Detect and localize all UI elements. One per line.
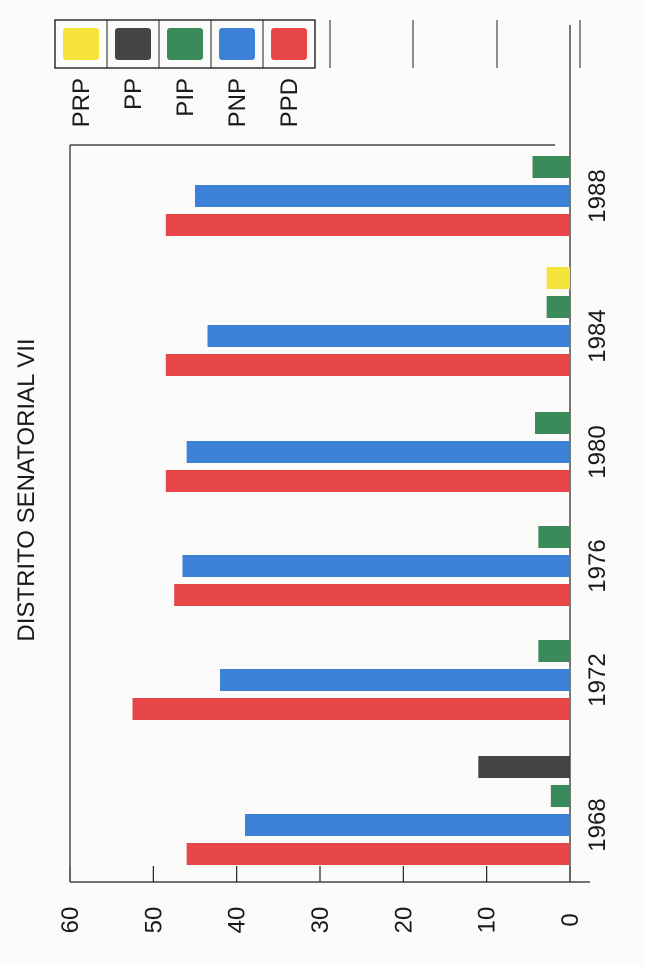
- bar-pnp-1984: [207, 325, 570, 347]
- legend-label-pp: PP: [120, 78, 147, 110]
- bar-pnp-1968: [245, 814, 570, 836]
- bar-pip-1972: [538, 640, 570, 662]
- bar-prp-1984: [546, 267, 570, 289]
- bar-ppd-1988: [165, 214, 571, 236]
- bar-ppd-1968: [186, 843, 570, 865]
- bar-pip-1980: [535, 412, 570, 434]
- category-label: 1972: [584, 653, 611, 706]
- category-label: 1988: [584, 169, 611, 222]
- value-tick-label: 40: [224, 907, 251, 934]
- bar-pnp-1972: [220, 669, 570, 691]
- bar-pip-1976: [538, 526, 570, 548]
- legend-box: [54, 19, 316, 69]
- legend-label-pip: PIP: [172, 78, 199, 117]
- bar-pnp-1976: [182, 555, 570, 577]
- value-tick-label: 20: [390, 907, 417, 934]
- bar-pip-1968: [550, 785, 570, 807]
- category-label: 1968: [584, 798, 611, 851]
- value-tick-label: 10: [474, 907, 501, 934]
- bar-ppd-1980: [165, 470, 571, 492]
- bar-pp-1968: [478, 756, 570, 778]
- legend-swatch-prp: [63, 28, 99, 60]
- category-label: 1980: [584, 425, 611, 478]
- chart-title: DISTRITO SENATORIAL VII: [13, 338, 40, 641]
- legend-label-ppd: PPD: [276, 78, 303, 127]
- category-label: 1984: [584, 309, 611, 362]
- value-tick-label: 60: [57, 907, 84, 934]
- value-tick-label: 30: [307, 907, 334, 934]
- value-tick-label: 50: [140, 907, 167, 934]
- bar-pnp-1980: [186, 441, 570, 463]
- category-label: 1976: [584, 539, 611, 592]
- bar-pip-1984: [546, 296, 570, 318]
- legend-swatch-pnp: [219, 28, 255, 60]
- legend-label-prp: PRP: [68, 78, 95, 127]
- legend-swatch-ppd: [271, 28, 307, 60]
- legend-label-pnp: PNP: [224, 78, 251, 127]
- bar-ppd-1984: [165, 354, 571, 376]
- bar-ppd-1976: [174, 584, 570, 606]
- legend-swatch-pp: [115, 28, 151, 60]
- bar-pip-1988: [532, 156, 570, 178]
- bar-pnp-1988: [195, 185, 570, 207]
- legend-swatch-pip: [167, 28, 203, 60]
- bar-ppd-1972: [132, 698, 570, 720]
- value-tick-label: 0: [557, 913, 584, 926]
